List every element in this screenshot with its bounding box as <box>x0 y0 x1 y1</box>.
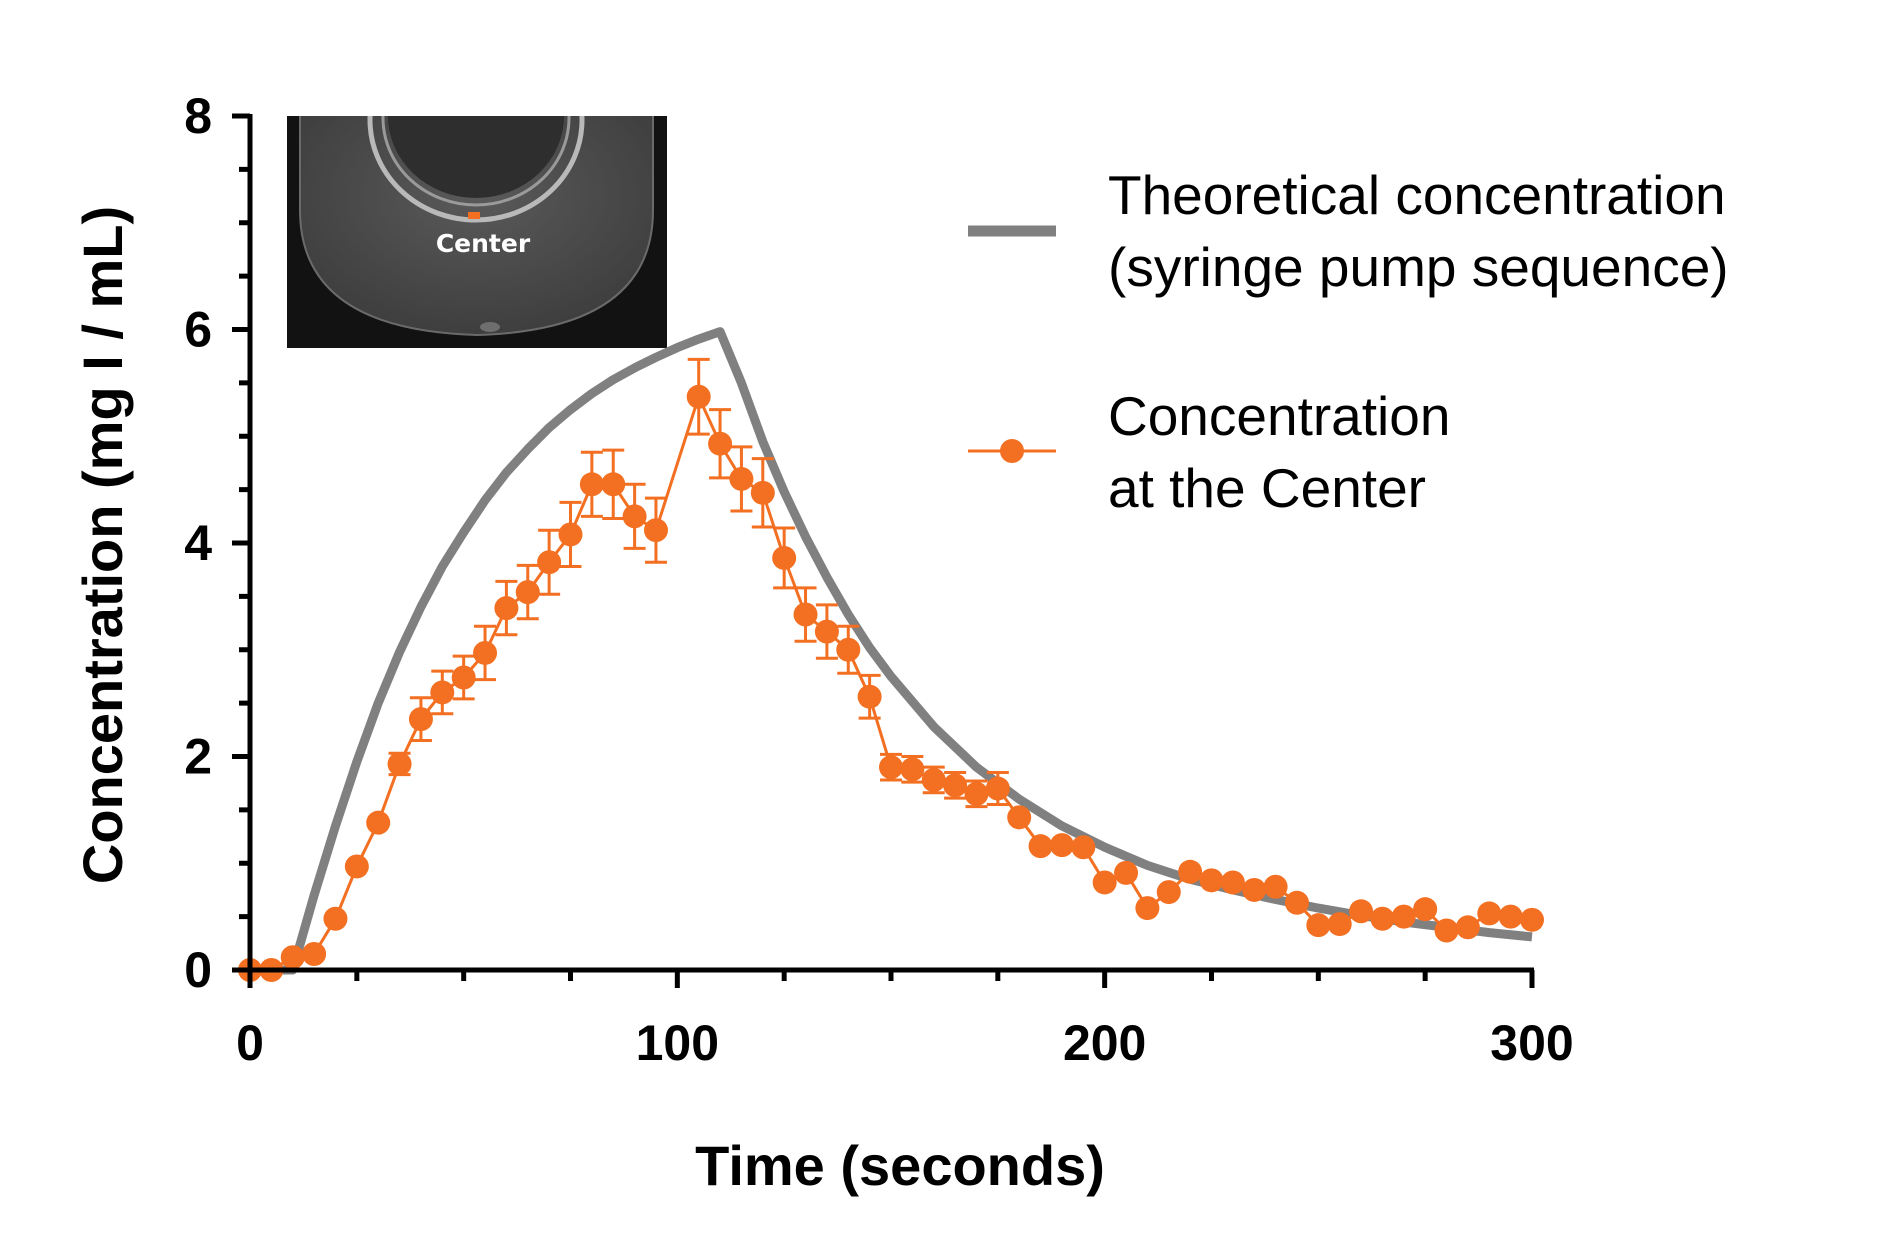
center-concentration-point <box>1199 868 1224 893</box>
center-concentration-point <box>537 550 562 575</box>
x-tick-label: 200 <box>1063 1015 1146 1071</box>
center-concentration-point <box>1306 913 1331 938</box>
center-concentration-point <box>879 755 903 780</box>
center-concentration-point <box>643 518 668 543</box>
center-concentration-point <box>985 776 1010 801</box>
center-concentration-point <box>430 680 455 705</box>
legend-label-center: at the Center <box>1108 457 1426 519</box>
center-concentration-point <box>1114 860 1139 885</box>
x-tick-label: 300 <box>1490 1015 1573 1071</box>
center-concentration-point <box>1028 834 1053 859</box>
center-concentration-point <box>686 384 711 409</box>
center-concentration-point <box>964 781 989 806</box>
center-concentration-point <box>579 472 604 497</box>
center-concentration-point <box>302 941 327 966</box>
center-concentration-point <box>1049 833 1074 858</box>
center-concentration-point <box>473 640 498 665</box>
center-concentration-point <box>344 854 369 879</box>
center-concentration-point <box>1242 877 1267 902</box>
center-roi-marker <box>468 212 480 219</box>
legend-label-theoretical: Theoretical concentration <box>1108 164 1726 226</box>
center-concentration-point <box>1156 880 1181 905</box>
center-concentration-point <box>900 757 925 782</box>
center-concentration-point <box>323 906 348 931</box>
center-concentration-point <box>494 596 519 621</box>
center-concentration-point <box>943 773 968 798</box>
center-concentration-point <box>708 431 733 456</box>
center-concentration-point <box>408 707 433 732</box>
center-concentration-point <box>750 480 775 505</box>
center-concentration-point <box>515 580 540 605</box>
center-concentration-point <box>1135 896 1160 921</box>
center-concentration-point <box>1007 805 1032 830</box>
center-concentration-point <box>558 522 583 547</box>
center-concentration-point <box>857 684 882 709</box>
center-concentration-point <box>1263 874 1288 899</box>
center-concentration-point <box>1327 912 1352 937</box>
center-concentration-point <box>1178 859 1203 884</box>
phantom-bottom-spot <box>480 322 500 332</box>
center-concentration-point <box>1092 870 1117 895</box>
center-concentration-point <box>1370 906 1395 931</box>
phantom-ring-outer <box>367 116 585 223</box>
center-concentration-point <box>1455 915 1480 940</box>
center-concentration-point <box>622 504 647 529</box>
center-concentration-point <box>601 472 626 497</box>
legend-entry-theoretical: Theoretical concentration (syringe pump s… <box>968 164 1729 298</box>
center-concentration-point <box>451 665 476 690</box>
center-concentration-point <box>729 466 754 491</box>
center-concentration-point <box>1349 899 1374 924</box>
center-concentration-point <box>1413 897 1438 922</box>
x-tick-label: 100 <box>636 1015 719 1071</box>
y-axis-label: Concentration (mg I / mL) <box>71 206 134 884</box>
y-tick-label: 4 <box>184 515 212 571</box>
center-concentration-point <box>1477 901 1502 926</box>
center-concentration-point <box>921 767 946 792</box>
center-concentration-point <box>366 810 391 835</box>
center-concentration-point <box>1520 907 1544 932</box>
center-concentration-point <box>814 619 839 644</box>
center-concentration-point <box>1498 904 1523 929</box>
center-concentration-point <box>772 545 797 570</box>
legend-label-theoretical: (syringe pump sequence) <box>1108 236 1729 298</box>
y-tick-label: 0 <box>184 942 212 998</box>
legend: Theoretical concentration (syringe pump s… <box>968 164 1729 519</box>
center-concentration-point <box>280 945 305 970</box>
plot-area <box>238 327 1544 982</box>
center-concentration-point <box>387 751 412 776</box>
center-concentration-point <box>1220 870 1245 895</box>
center-concentration-point <box>793 602 818 627</box>
y-tick-label: 8 <box>184 88 212 144</box>
x-tick-label: 0 <box>236 1015 264 1071</box>
legend-swatch-center-marker <box>1000 439 1024 463</box>
phantom-inner-core <box>388 116 564 198</box>
phantom-ring-inner <box>381 116 571 207</box>
center-concentration-point <box>1391 904 1416 929</box>
x-axis-label: Time (seconds) <box>695 1134 1105 1197</box>
y-tick-label: 6 <box>184 302 212 358</box>
center-concentration-point <box>1071 835 1096 860</box>
legend-label-center: Concentration <box>1108 385 1450 447</box>
inset-ct-image: Center <box>287 116 667 348</box>
y-tick-label: 2 <box>184 729 212 785</box>
center-concentration-point <box>1434 918 1459 943</box>
axes: 0 2 4 6 8 0 100 200 300 <box>184 88 1574 1071</box>
inset-center-label: Center <box>436 229 531 258</box>
legend-entry-center: Concentration at the Center <box>968 385 1450 519</box>
center-concentration-point <box>1284 890 1309 915</box>
center-concentration-point <box>836 637 861 662</box>
